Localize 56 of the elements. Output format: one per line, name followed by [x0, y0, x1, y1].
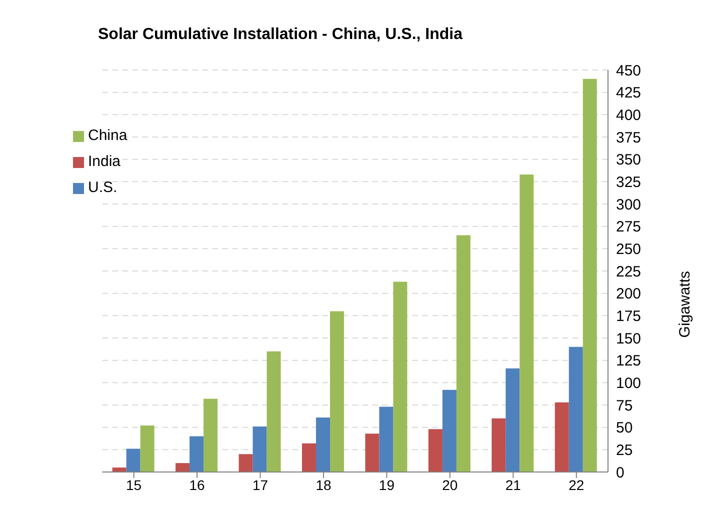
y-tick-label: 100 [616, 374, 642, 392]
y-tick-label: 25 [616, 442, 633, 459]
bar [568, 346, 583, 472]
bar [520, 174, 534, 472]
y-tick-label: 50 [616, 420, 633, 437]
y-tick-label: 250 [616, 240, 642, 258]
bar [238, 454, 253, 472]
bar [506, 368, 520, 472]
bar [252, 426, 267, 472]
x-tick-label: 20 [442, 476, 458, 493]
bar [554, 402, 569, 472]
bar [379, 406, 394, 472]
y-tick-label: 150 [616, 330, 642, 348]
bar [330, 311, 344, 472]
bar [204, 398, 218, 472]
x-tick-label: 22 [568, 476, 584, 493]
bar [266, 351, 281, 472]
y-tick-label: 300 [616, 196, 642, 214]
bar [140, 426, 154, 472]
bar [456, 235, 470, 472]
y-tick-label: 350 [616, 152, 642, 169]
y-tick-label: 425 [616, 84, 642, 102]
bar [126, 448, 140, 472]
x-tick-label: 15 [126, 476, 142, 493]
bar [428, 429, 442, 472]
bar [442, 390, 456, 472]
bar [302, 443, 316, 472]
x-tick-label: 19 [378, 476, 395, 493]
bar [112, 468, 126, 472]
y-tick-label: 0 [616, 464, 624, 482]
y-tick-label: 400 [616, 106, 642, 124]
bar [316, 418, 330, 472]
y-tick-label: 200 [616, 286, 642, 303]
legend-label: U.S. [88, 179, 118, 196]
y-tick-label: 325 [616, 174, 642, 191]
x-tick-label: 21 [505, 476, 522, 493]
y-tick-label: 450 [616, 62, 642, 80]
legend-label: India [88, 153, 121, 170]
y-axis-title: Gigawatts [676, 271, 694, 338]
x-tick-label: 17 [252, 476, 268, 493]
bar [393, 282, 408, 472]
chart-title: Solar Cumulative Installation - China, U.S., India [98, 26, 462, 44]
bar [492, 418, 506, 472]
y-tick-label: 275 [616, 218, 642, 236]
bar [176, 463, 190, 472]
bar [365, 434, 380, 472]
y-tick-label: 125 [616, 352, 642, 370]
bar [582, 78, 597, 472]
x-tick-label: 16 [189, 476, 206, 493]
y-tick-label: 75 [616, 397, 633, 414]
y-tick-label: 225 [616, 263, 642, 280]
y-tick-label: 375 [616, 129, 642, 146]
legend-label: China [88, 127, 128, 144]
y-tick-label: 175 [616, 308, 642, 325]
bar [190, 436, 204, 472]
x-tick-label: 18 [316, 476, 332, 493]
